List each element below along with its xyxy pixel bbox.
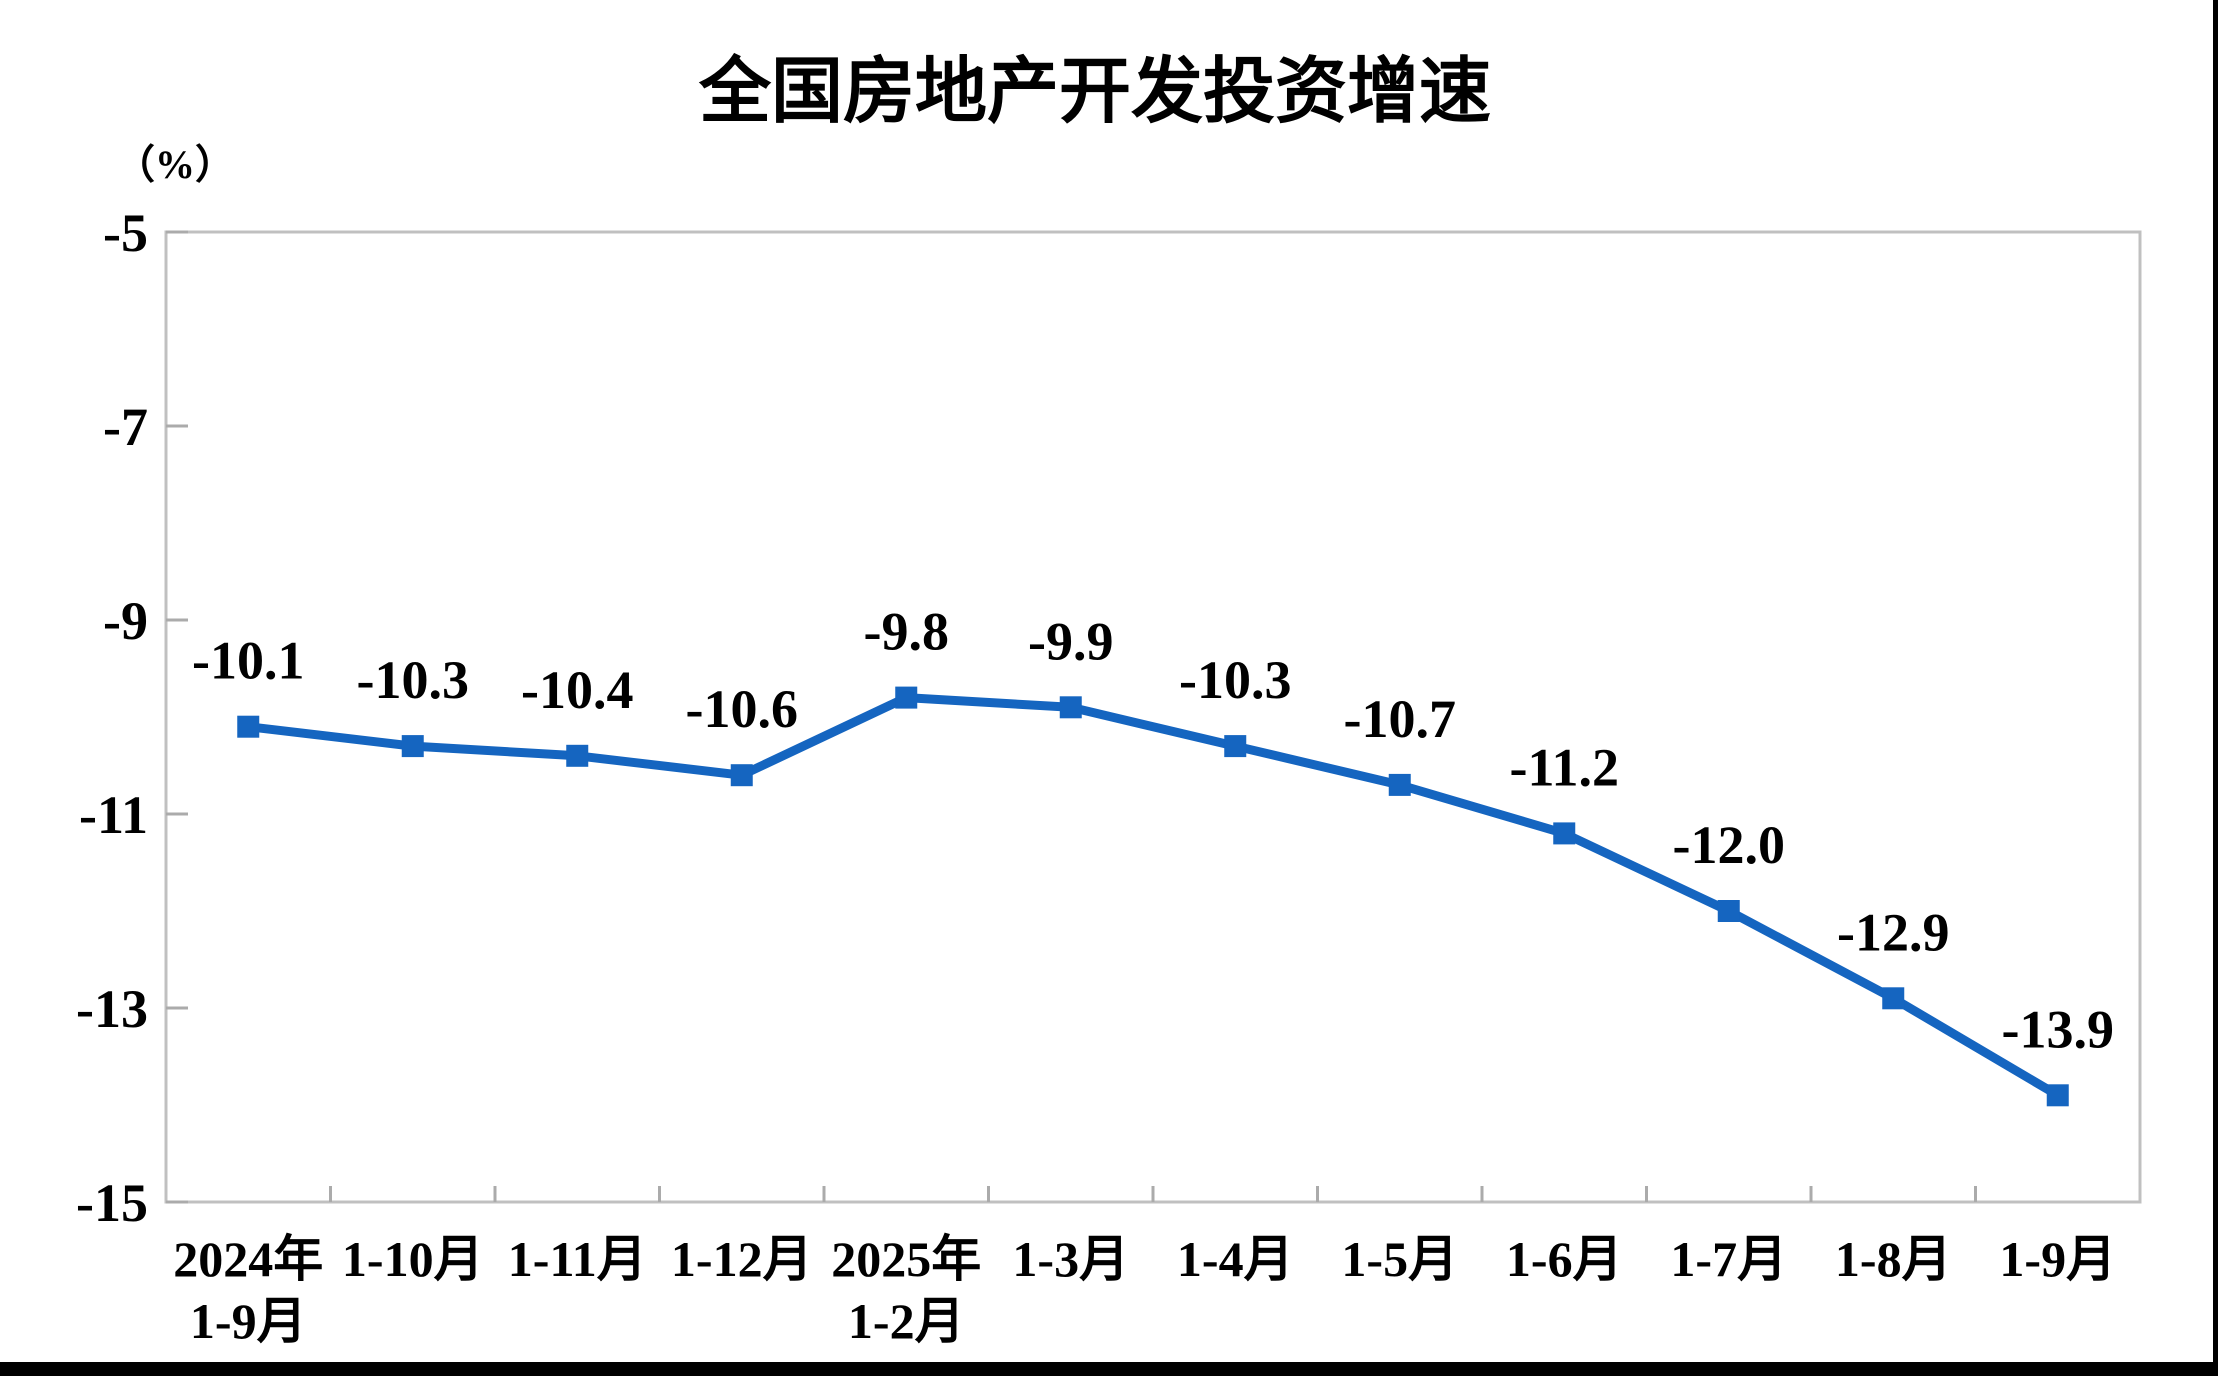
x-axis-category-label: 1-4月 xyxy=(1177,1231,1294,1287)
x-axis-category-label: 1-5月 xyxy=(1341,1231,1458,1287)
y-axis-tick-label: -15 xyxy=(76,1173,148,1233)
data-point-marker xyxy=(566,744,589,767)
x-axis-category-label: 1-11月 xyxy=(508,1231,647,1287)
chart-title: 全国房地产开发投资增速 xyxy=(698,52,1491,132)
x-axis-category-label: 1-3月 xyxy=(1012,1231,1129,1287)
y-axis-tick-label: -5 xyxy=(103,203,148,263)
data-point-marker xyxy=(401,735,424,758)
data-point-label: -10.4 xyxy=(521,660,633,720)
x-axis-category-label: 1-2月 xyxy=(848,1293,965,1349)
x-axis-category-label: 2025年 xyxy=(831,1231,981,1287)
data-point-marker xyxy=(2046,1084,2069,1107)
data-point-label: -13.9 xyxy=(2002,999,2114,1059)
data-point-label: -10.7 xyxy=(1344,689,1456,749)
series-line xyxy=(243,693,2063,1100)
x-axis-category-label: 1-9月 xyxy=(190,1293,307,1349)
data-point-marker xyxy=(1388,773,1411,796)
bottom-edge-bar xyxy=(0,1362,2218,1376)
data-point-label: -10.1 xyxy=(192,631,304,691)
data-point-marker xyxy=(730,764,753,787)
y-axis-tick-label: -9 xyxy=(103,591,148,651)
data-point-label: -9.8 xyxy=(864,602,949,662)
x-axis-category-label: 1-12月 xyxy=(671,1231,813,1287)
data-point-marker xyxy=(895,686,918,709)
x-axis-category-label: 1-10月 xyxy=(342,1231,484,1287)
data-point-label: -10.3 xyxy=(1179,650,1291,710)
data-point-marker xyxy=(1224,735,1247,758)
data-point-label: -11.2 xyxy=(1509,737,1619,797)
y-axis-tick-label: -13 xyxy=(76,979,148,1039)
data-point-marker xyxy=(1553,822,1576,845)
y-axis-tick-label: -7 xyxy=(103,397,148,457)
x-axis-category-label: 1-7月 xyxy=(1670,1231,1787,1287)
data-point-label: -10.3 xyxy=(357,650,469,710)
data-point-marker xyxy=(1059,696,1082,719)
data-point-label: -12.9 xyxy=(1837,902,1949,962)
data-point-label: -12.0 xyxy=(1673,815,1785,875)
plot-area: -5 -7 -9 -11 -13 -15 2024年 1-9月 1-10月 1-11月 1-12月 2… xyxy=(76,203,2142,1349)
data-point-marker xyxy=(237,715,260,738)
x-axis-category-label: 1-9月 xyxy=(1999,1231,2116,1287)
plot-area-border xyxy=(164,230,2142,1204)
data-point-marker xyxy=(1717,900,1740,922)
right-edge-line xyxy=(2213,0,2218,1376)
y-axis-tick-label: -11 xyxy=(79,785,148,845)
data-point-marker xyxy=(1882,987,1905,1010)
x-axis-category-label: 1-6月 xyxy=(1506,1231,1623,1287)
data-point-label: -10.6 xyxy=(686,679,798,739)
data-point-label: -9.9 xyxy=(1028,611,1113,671)
x-axis-category-label: 1-8月 xyxy=(1835,1231,1952,1287)
y-axis-unit-label: （%） xyxy=(115,142,235,187)
x-axis-category-label: 2024年 xyxy=(173,1231,323,1287)
